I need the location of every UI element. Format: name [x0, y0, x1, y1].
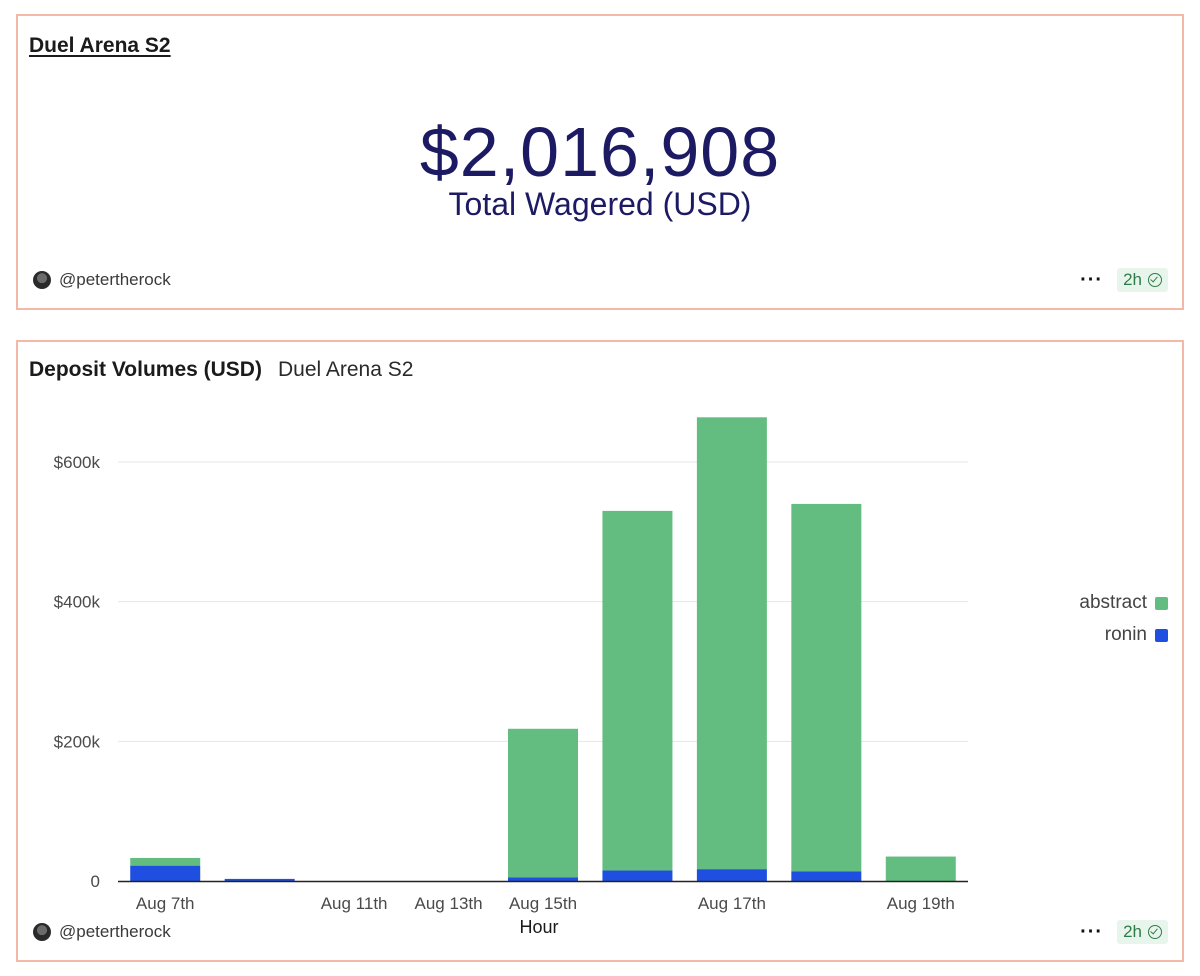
- deposit-chart: 0 $200k $400k $600k Aug 7th Aug 11th Aug 13th A…: [54, 417, 968, 937]
- avatar: [33, 923, 51, 941]
- legend-swatch-abstract: [1155, 596, 1168, 610]
- bar-abstract[interactable]: [885, 856, 956, 881]
- card-footer-actions: ··· 2h: [1080, 920, 1168, 944]
- bar-ronin[interactable]: [130, 865, 201, 881]
- total-wagered-caption: Total Wagered (USD): [448, 186, 752, 222]
- more-options-button[interactable]: ···: [1080, 269, 1104, 291]
- freshness-text: 2h: [1123, 922, 1142, 941]
- chart-title: Deposit Volumes (USD): [29, 358, 262, 381]
- check-circle-icon: [1148, 925, 1162, 939]
- author-link[interactable]: @petertherock: [33, 922, 171, 942]
- check-circle-icon: [1148, 273, 1162, 287]
- bar-abstract[interactable]: [602, 510, 673, 871]
- y-tick-label: $400k: [54, 593, 101, 612]
- total-card-title-link[interactable]: Duel Arena S2: [29, 34, 171, 57]
- x-tick-label: Aug 19th: [887, 894, 955, 913]
- bar-ronin[interactable]: [696, 869, 767, 881]
- x-tick-label: Aug 13th: [415, 894, 483, 913]
- bar-ronin[interactable]: [791, 871, 862, 881]
- y-tick-label: $200k: [54, 732, 101, 751]
- more-options-button[interactable]: ···: [1080, 921, 1104, 943]
- legend-label-abstract: abstract: [1079, 592, 1147, 613]
- legend-swatch-ronin: [1155, 628, 1168, 642]
- x-tick-label: Aug 7th: [136, 894, 195, 913]
- x-tick-label: Aug 15th: [509, 894, 577, 913]
- y-tick-label: 0: [91, 872, 100, 891]
- chart-header: Deposit Volumes (USD) Duel Arena S2: [29, 358, 413, 382]
- author-name: @petertherock: [59, 270, 171, 289]
- x-tick-label: Aug 11th: [321, 894, 388, 913]
- bar-ronin[interactable]: [508, 877, 578, 881]
- deposit-volumes-card: 0 $200k $400k $600k Aug 7th Aug 11th Aug 13th A…: [16, 340, 1184, 962]
- author-link[interactable]: @petertherock: [33, 270, 171, 290]
- bar-abstract[interactable]: [130, 857, 201, 866]
- legend-label-ronin: ronin: [1104, 624, 1147, 645]
- bar-abstract[interactable]: [696, 417, 767, 870]
- author-name: @petertherock: [59, 922, 171, 941]
- card-footer-actions: ··· 2h: [1080, 268, 1168, 292]
- legend-item-abstract[interactable]: abstract: [1079, 592, 1168, 614]
- bar-abstract[interactable]: [791, 503, 862, 872]
- chart-subtitle: Duel Arena S2: [277, 358, 414, 381]
- bar-ronin[interactable]: [224, 878, 295, 881]
- chart-legend: abstract ronin: [1079, 592, 1168, 646]
- x-tick-label: Aug 17th: [698, 894, 766, 913]
- bar-abstract[interactable]: [508, 728, 578, 878]
- avatar: [33, 271, 51, 289]
- y-tick-label: $600k: [54, 453, 101, 472]
- freshness-badge[interactable]: 2h: [1117, 268, 1168, 292]
- legend-item-ronin[interactable]: ronin: [1105, 624, 1168, 646]
- total-wagered-card: Duel Arena S2 $2,016,908 Total Wagered (…: [16, 14, 1184, 310]
- total-wagered-value: $2,016,908: [419, 113, 781, 191]
- freshness-badge[interactable]: 2h: [1117, 920, 1168, 944]
- freshness-text: 2h: [1123, 270, 1142, 289]
- x-axis-title: Hour: [519, 917, 558, 937]
- bar-ronin[interactable]: [602, 870, 673, 881]
